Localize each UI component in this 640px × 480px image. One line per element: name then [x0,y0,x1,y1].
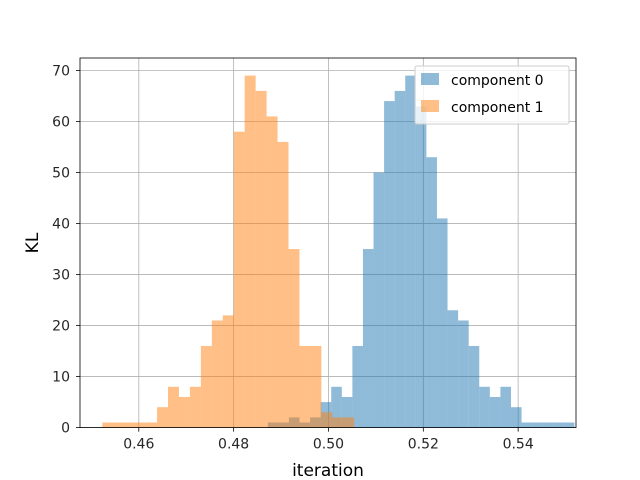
histogram-bar [447,310,459,428]
histogram-bar [510,407,522,428]
histogram-bar [373,172,385,428]
histogram-bar [394,90,406,428]
histogram-bar [102,422,114,428]
y-tick-label: 70 [52,63,70,79]
histogram-bar [200,345,212,428]
histogram-bar [211,320,223,428]
histogram-bar [113,422,125,428]
y-tick-label: 0 [61,421,70,437]
x-tick-label: 0.52 [408,437,439,453]
histogram-bar [521,422,533,428]
histogram-bar [563,422,575,428]
histogram-bar [222,315,234,428]
histogram-bar [135,422,147,428]
x-tick-label: 0.54 [503,437,534,453]
histogram-bar [189,386,201,428]
histogram-bar [384,101,395,428]
x-tick-label: 0.48 [218,437,249,453]
plot-frame [79,57,577,429]
histogram-bar [405,75,416,428]
histogram-bar [479,386,490,428]
y-tick-label: 60 [52,115,70,131]
histogram-bar [146,422,158,428]
y-tick-label: 40 [52,217,70,233]
histogram-bar [532,422,543,428]
legend-label-component-1: component 1 [451,100,544,116]
histogram-bar [362,249,374,428]
grid-lines [80,58,576,429]
histogram-bar [500,386,511,428]
histogram-bar [277,141,289,428]
histogram-bar [124,422,136,428]
y-tick-label: 20 [52,319,70,335]
legend-swatch-component-1 [421,100,439,112]
x-tick-label: 0.50 [313,437,344,453]
histogram-bar [255,90,267,428]
x-tick-label: 0.46 [123,437,154,453]
legend-label-component-0: component 0 [451,73,544,89]
histogram-bar [489,396,501,428]
series-component-1 [102,75,355,428]
histogram-bar [266,116,278,428]
histogram-bar [542,422,554,428]
histogram-bars [102,75,575,428]
histogram-bar [178,396,190,428]
histogram-bar [436,218,448,428]
histogram-bar [310,345,322,428]
histogram-bar [157,407,169,428]
y-axis-label: KL [23,232,43,253]
histogram-bar [321,412,333,428]
histogram-bar [244,75,256,428]
legend: component 0 component 1 [414,65,570,125]
histogram-bar [331,386,342,428]
histogram-bar [288,249,300,428]
y-axis-ticks: 0 10 20 30 40 50 60 70 [52,63,80,437]
histogram-bar [352,345,363,428]
y-tick-label: 10 [52,370,70,386]
histogram-bar [233,131,245,428]
histogram-bar [426,157,437,428]
legend-swatch-component-0 [421,73,439,85]
y-tick-label: 50 [52,166,70,182]
x-axis-label: iteration [292,461,364,480]
y-tick-label: 30 [52,268,70,284]
histogram-bar [468,345,480,428]
histogram-bar [415,106,427,428]
x-axis-ticks: 0.46 0.48 0.50 0.52 0.54 [123,427,534,453]
histogram-bar [458,320,469,428]
histogram-bar [332,417,344,428]
histogram-bar [343,417,355,428]
histogram-bar [553,422,564,428]
histogram-bar [168,386,179,428]
histogram-bar [341,396,353,428]
legend-box [414,65,570,125]
histogram-bar [299,345,311,428]
